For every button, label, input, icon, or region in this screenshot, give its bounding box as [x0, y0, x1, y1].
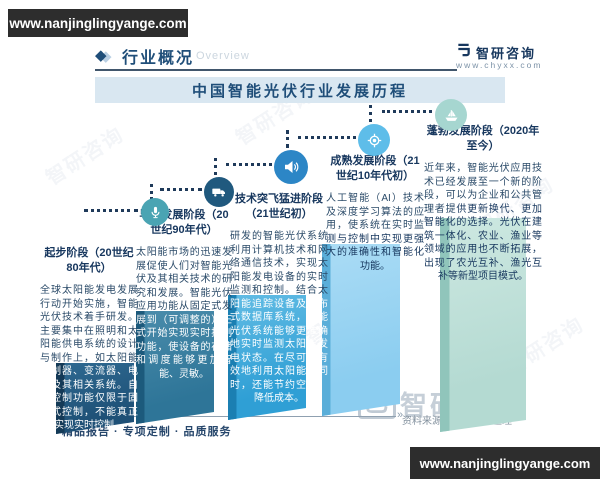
stage-badge-2 — [204, 177, 234, 207]
stage-column-1: 起步阶段（20世纪80年代） 全球太阳能发电发展行动开始实施，智能光伏技术着手研… — [40, 246, 138, 433]
connector-dots — [214, 158, 217, 175]
connector-dots — [160, 188, 202, 191]
footer-tagline: 精品报告 · 专项定制 · 品质服务 — [62, 426, 232, 438]
stage-bar-3 — [228, 295, 306, 420]
stage-body-text: 研发的智能光伏系统利用计算机技术和网络通信技术，实现太阳能发电设备的实时监测和控… — [230, 231, 328, 296]
connector-dots — [84, 209, 138, 212]
stage-badge-5 — [435, 99, 467, 131]
stage-title: 起步阶段（20世纪80年代） — [44, 247, 134, 274]
top-url-banner: www.nanjinglingyange.com — [8, 9, 188, 37]
chart-title: 中国智能光伏行业发展历程 — [95, 77, 505, 103]
connector-dots — [150, 184, 153, 200]
stage-badge-1 — [141, 198, 169, 226]
stage-body-on-bar-2: 展到（可调整的）正式开始实现实时控制功能，使设备的存储和调度能够更加智能、灵敏。 — [136, 314, 232, 380]
stage-body-on-bar-4: 测与控制中实现更强大的准确性和智能化功能。 — [326, 233, 424, 272]
connector-dots — [226, 163, 272, 166]
stage-column-2: 早期发展阶段（20世纪90年代） 太阳能市场的迅速发展促使人们对智能光伏及其相关… — [136, 208, 232, 381]
connector-dots — [286, 130, 289, 148]
stage-body: 太阳能市场的迅速发展促使人们对智能光伏及其相关技术的研究和发展。智能光伏应用功能… — [136, 246, 232, 381]
stage-column-3: 技术突飞猛进阶段（21世纪初） 研发的智能光伏系统利用计算机技术和网络通信技术，… — [230, 192, 328, 406]
stage-bar-2 — [136, 311, 214, 424]
stage-column-5: 蓬勃发展阶段（2020年至今） 近年来，智能光伏应用技术已经发展至一个新的阶段，… — [424, 124, 542, 284]
stage-body: 近年来，智能光伏应用技术已经发展至一个新的阶段，可以为企业和公共管理者提供更新换… — [424, 162, 542, 284]
stage-body: 研发的智能光伏系统利用计算机技术和网络通信技术，实现太阳能发电设备的实时监测和控… — [230, 230, 328, 406]
header-divider — [95, 69, 457, 71]
diamond-icon: ◆ ◆ — [95, 47, 112, 65]
footer-divider-arrow: » — [397, 409, 404, 421]
stage-bar-5 — [440, 218, 526, 432]
stage-bar-1 — [56, 363, 134, 434]
stage-body: 人工智能（AI）技术及深度学习算法的应用，使系统在实时监测与控制中实现更强大的准… — [326, 192, 424, 273]
connector-dots — [382, 110, 432, 113]
stage-bar-4 — [322, 244, 400, 416]
stage-body-text: 人工智能（AI）技术及深度学习算法的应用，使系统在实时监 — [326, 193, 424, 231]
stage-body: 全球太阳能发电发展行动开始实施，智能光伏技术着手研发。主要集中在照明和太阳能供电… — [40, 284, 138, 433]
microphone-icon — [151, 206, 159, 218]
ship-icon — [444, 109, 458, 121]
target-icon — [367, 133, 381, 147]
stage-badge-4 — [358, 124, 390, 156]
chyxx-logo: 智研咨询 — [456, 42, 536, 62]
diagonal-watermark: 智研咨询 — [42, 123, 129, 190]
stage-column-4: 成熟发展阶段（21世纪10年代初） 人工智能（AI）技术及深度学习算法的应用，使… — [326, 154, 424, 273]
chyxx-logo-text: 智研咨询 — [476, 45, 537, 61]
stage-body-text: 近年来，智能光伏应用技术已经发展至一个新的阶段，可以为企业和公共管理者提 — [424, 163, 542, 215]
bottom-url-banner: www.nanjinglingyange.com — [410, 447, 600, 479]
stage-title: 技术突飞猛进阶段（21世纪初） — [235, 193, 323, 220]
overview-watermark: Overview — [196, 50, 250, 62]
stage-body-on-bar-3: 阳能追踪设备及分布式数据库系统，智能光伏系统能够更准确地实时监测太阳能发电状态。… — [230, 298, 328, 405]
stage-title: 成熟发展阶段（21世纪10年代初） — [330, 155, 420, 182]
stage-body-text: 太阳能市场的迅速发展促使人们对智能光伏及其相关技术的研究和发展。智能光伏应用功能… — [136, 247, 232, 312]
truck-icon — [212, 188, 225, 197]
speaker-icon — [285, 161, 299, 173]
section-title: 行业概况 — [122, 50, 195, 67]
stage-badge-3 — [274, 150, 308, 184]
stage-body-text: 全球太阳能发电发展行动开始实施，智能光伏技术着手研发。主要集中在照明和太阳能供电… — [40, 285, 138, 364]
connector-dots — [369, 105, 372, 122]
chyxx-logo-icon — [456, 42, 471, 62]
chyxx-logo-site: www.chyxx.com — [456, 60, 543, 70]
stage-body-on-bar-1: 控制器、变流器、电池及其相关系统。自动控制功能仅限于固定式控制，不能真正实现实时… — [40, 366, 138, 431]
connector-dots — [298, 136, 356, 139]
stage-body-on-bar-5: 供更新换代、更加智能化的选择。光伏在建筑一体化、农业、渔业等领域的应用也不断拓展… — [424, 203, 543, 283]
